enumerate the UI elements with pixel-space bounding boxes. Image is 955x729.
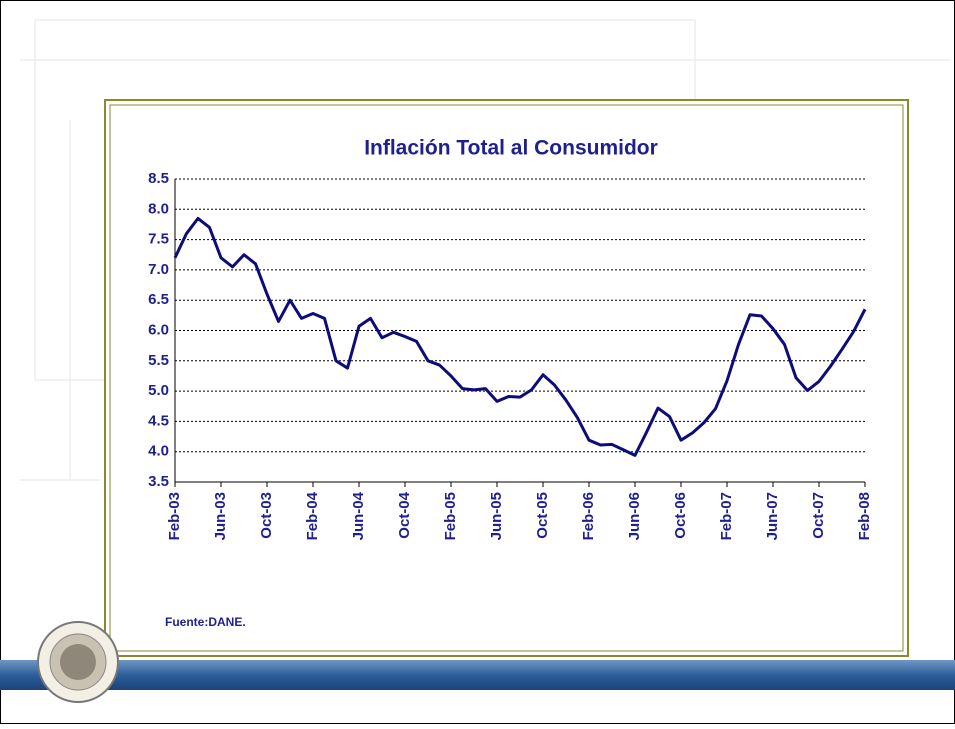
y-tick-label: 4.5: [148, 412, 169, 429]
x-tick-label: Jun-07: [764, 492, 781, 540]
y-tick-label: 7.5: [148, 231, 169, 248]
chart-title: Inflación Total al Consumidor: [364, 137, 658, 160]
x-tick-label: Feb-08: [856, 492, 873, 540]
x-tick-label: Oct-04: [396, 491, 413, 538]
y-tick-label: 8.5: [148, 170, 169, 187]
x-tick-label: Jun-05: [488, 492, 505, 540]
logo: [37, 621, 119, 703]
source-note: Fuente:DANE.: [165, 615, 246, 629]
chart-frame-inner: [109, 104, 904, 652]
x-tick-label: Jun-06: [626, 492, 643, 540]
data-line: [173, 216, 867, 457]
x-tick-label: Oct-06: [672, 492, 689, 539]
x-tick-label: Feb-06: [580, 492, 597, 540]
y-tick-label: 5.5: [148, 352, 169, 369]
footer-bar: [0, 660, 955, 690]
y-tick-label: 6.5: [148, 291, 169, 308]
x-tick-label: Oct-07: [810, 492, 827, 539]
x-tick-label: Feb-07: [718, 492, 735, 540]
y-tick-label: 7.0: [148, 261, 169, 278]
y-tick-label: 4.0: [148, 443, 169, 460]
x-tick-label: Feb-03: [166, 492, 183, 540]
x-tick-label: Feb-04: [304, 491, 321, 540]
chart-frame: [104, 99, 909, 657]
x-tick-label: Jun-04: [350, 491, 367, 540]
x-tick-label: Oct-03: [258, 492, 275, 539]
y-tick-label: 3.5: [148, 473, 169, 490]
x-tick-label: Jun-03: [212, 492, 229, 540]
x-tick-label: Feb-05: [442, 492, 459, 540]
y-tick-label: 6.0: [148, 321, 169, 338]
y-tick-label: 8.0: [148, 200, 169, 217]
y-tick-label: 5.0: [148, 382, 169, 399]
x-tick-label: Oct-05: [534, 492, 551, 539]
